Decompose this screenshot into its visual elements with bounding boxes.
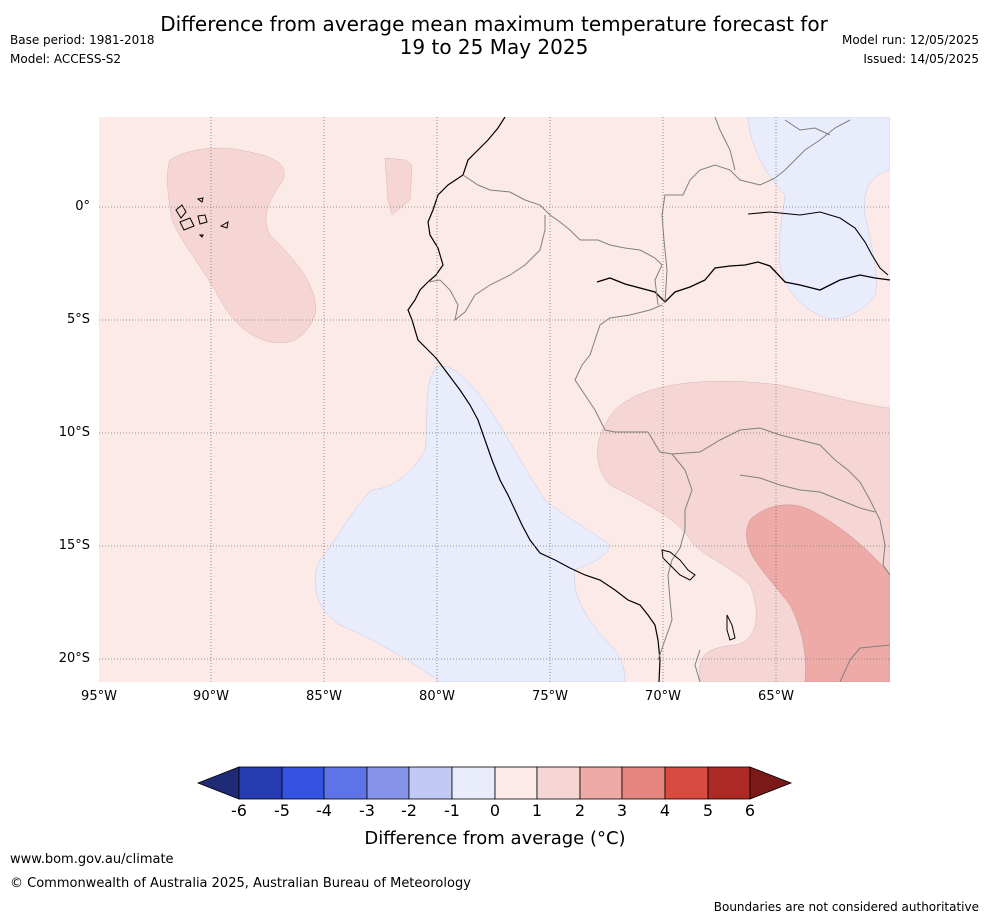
issued-date: Issued: 14/05/2025 [863,52,979,66]
amazon-estuary [747,211,889,276]
amazon-river [596,261,890,303]
colorbar-tick: -6 [231,801,247,820]
map-area [99,117,890,682]
lon-label-70w: 70°W [645,689,681,704]
colorbar-cell-3-4 [621,766,666,800]
title-line-1: Difference from average mean maximum tem… [160,12,828,36]
anomaly-region-1-2 [167,147,316,343]
lon-label-85w: 85°W [306,689,342,704]
lat-label-5s: 5°S [66,312,90,327]
model-name: Model: ACCESS-S2 [10,52,122,66]
colorbar-cell-2-3 [579,766,623,800]
colorbar-tick: 3 [616,801,628,820]
colorbar-tick: 5 [702,801,714,820]
country-borders [427,117,890,682]
colorbar-cell-m6-m5 [238,766,283,800]
colorbar-tick: -5 [274,801,290,820]
lat-label-10s: 10°S [58,425,90,440]
map-title: Difference from average mean maximum tem… [0,13,988,59]
colorbar-label: Difference from average (°C) [364,828,626,849]
lat-label-15s: 15°S [58,538,90,553]
colorbar-tick: -2 [401,801,417,820]
lon-label-80w: 80°W [419,689,455,704]
coastline [407,117,661,682]
colorbar-tick: -3 [359,801,375,820]
anomaly-region-2-3 [746,504,890,682]
lon-label-90w: 90°W [193,689,229,704]
colorbar-cell-m1-0 [451,766,496,800]
title-line-2: 19 to 25 May 2025 [399,35,589,59]
lon-label-75w: 75°W [532,689,568,704]
anomaly-region-1-2 [384,157,413,216]
copyright: © Commonwealth of Australia 2025, Austra… [10,876,471,891]
colorbar-cell-1-2 [536,766,581,800]
disclaimer: Boundaries are not considered authoritat… [713,900,979,914]
colorbar-cell-m3-m2 [366,766,410,800]
colorbar-cell-lt-m6 [196,766,240,800]
small-lake [726,614,736,641]
colorbar-tick: 1 [531,801,543,820]
colorbar-tick: -4 [316,801,332,820]
gridlines [99,117,890,682]
anomaly-region-m1-0 [314,366,626,682]
lat-label-20s: 20°S [58,651,90,666]
colorbar-cell-gt-6 [749,766,793,800]
lake-titicaca [661,549,696,581]
colorbar-tick: 2 [574,801,586,820]
colorbar-cell-4-5 [664,766,709,800]
colorbar [196,766,793,800]
anomaly-region-m1-0 [747,117,890,320]
colorbar-tick: 6 [744,801,756,820]
model-run: Model run: 12/05/2025 [841,33,979,47]
colorbar-cell-0-1 [494,766,538,800]
lat-label-0: 0° [75,199,90,214]
lon-label-65w: 65°W [758,689,794,704]
colorbar-tick: 0 [489,801,501,820]
colorbar-tick: -1 [444,801,460,820]
lon-label-95w: 95°W [81,689,117,704]
colorbar-cell-m5-m4 [281,766,325,800]
colorbar-tick: 4 [659,801,671,820]
website-url: www.bom.gov.au/climate [10,852,174,867]
colorbar-cell-5-6 [707,766,751,800]
colorbar-cell-m2-m1 [408,766,453,800]
colorbar-cell-m4-m3 [323,766,368,800]
base-period: Base period: 1981-2018 [10,33,155,47]
